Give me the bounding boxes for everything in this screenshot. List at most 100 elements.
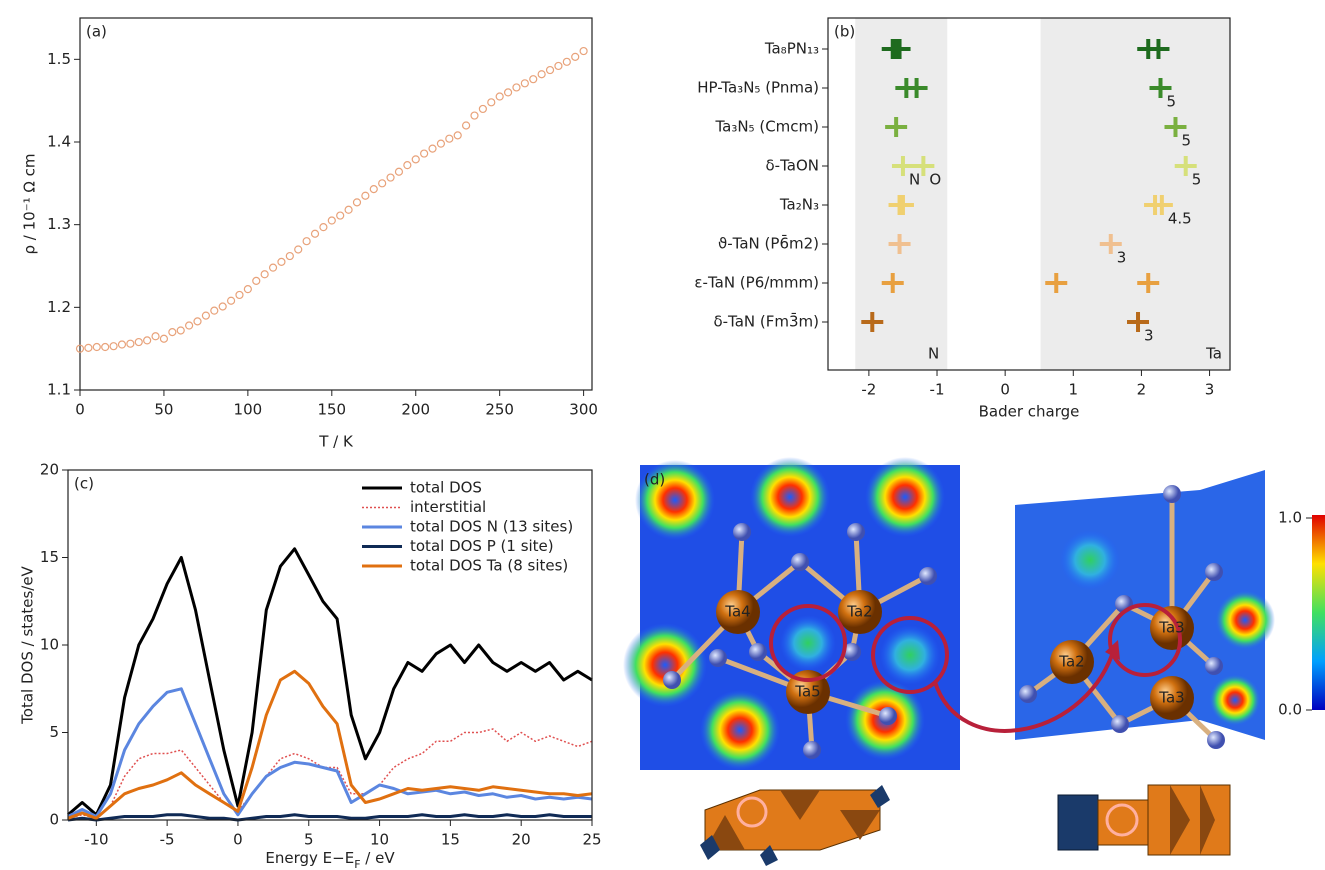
category-label: δ-TaN (Fm3̄m)	[713, 312, 819, 331]
data-point	[353, 199, 360, 206]
data-point	[505, 89, 512, 96]
atom-label: Ta4	[724, 603, 750, 621]
x-axis-label: Energy E−EF / eV	[265, 849, 395, 870]
point-label: 5	[1192, 171, 1202, 189]
colorbar-label: 1.0	[1278, 509, 1302, 527]
x-tick-label: 1	[1069, 381, 1079, 399]
data-point	[572, 53, 579, 60]
point-label: O	[929, 171, 941, 189]
data-point	[127, 340, 134, 347]
x-tick-label: 20	[512, 831, 531, 849]
data-point	[270, 264, 277, 271]
data-point	[563, 58, 570, 65]
x-tick-label: 200	[401, 401, 430, 419]
density-spot	[700, 690, 780, 770]
data-point	[186, 322, 193, 329]
x-tick-label: -2	[861, 381, 876, 399]
data-point	[421, 150, 428, 157]
x-tick-label: 0	[75, 401, 85, 419]
density-spot	[865, 457, 945, 537]
y-tick-label: 1.3	[47, 215, 71, 233]
point-label: 3	[1144, 327, 1154, 345]
plot-frame	[80, 18, 592, 390]
y-tick-label: 20	[40, 461, 59, 479]
data-point	[328, 217, 335, 224]
data-point	[345, 206, 352, 213]
data-point	[404, 162, 411, 169]
panel-label: (a)	[86, 23, 107, 41]
data-point	[555, 62, 562, 69]
x-tick-label: 300	[569, 401, 598, 419]
density-spot	[623, 623, 707, 707]
y-tick-label: 1.5	[47, 50, 71, 68]
legend-label: total DOS N (13 sites)	[410, 518, 573, 536]
data-point	[437, 140, 444, 147]
data-point	[320, 224, 327, 231]
data-point	[261, 271, 268, 278]
panel-label: (d)	[644, 471, 665, 489]
data-point	[312, 230, 319, 237]
data-point	[429, 145, 436, 152]
x-tick-label: 0	[233, 831, 243, 849]
data-point	[152, 333, 159, 340]
category-label: δ-TaON	[766, 157, 820, 175]
legend-label: total DOS P (1 site)	[410, 537, 554, 555]
x-tick-label: 10	[370, 831, 389, 849]
x-tick-label: -5	[160, 831, 175, 849]
data-point	[219, 303, 226, 310]
panel-label: (b)	[834, 23, 855, 41]
density-spot	[750, 457, 830, 537]
data-point	[236, 291, 243, 298]
y-tick-label: 1.4	[47, 133, 71, 151]
data-point	[160, 335, 167, 342]
data-point	[194, 318, 201, 325]
figure: (d)Ta4Ta2Ta5Ta3Ta2Ta31.00.0 050100150200…	[0, 0, 1325, 870]
data-point	[379, 180, 386, 187]
panel-d: (d)Ta4Ta2Ta5Ta3Ta2Ta31.00.0	[623, 457, 1325, 866]
data-point	[370, 186, 377, 193]
colorbar	[1312, 515, 1325, 710]
data-point	[454, 132, 461, 139]
x-tick-label: 25	[582, 831, 601, 849]
data-point	[278, 258, 285, 265]
data-point	[118, 341, 125, 348]
x-axis-label: T / K	[318, 433, 354, 451]
y-axis-label: Total DOS / states/eV	[19, 565, 37, 724]
data-point	[395, 168, 402, 175]
dos-line	[68, 729, 592, 818]
shaded-region	[1041, 18, 1230, 370]
density-spot	[780, 615, 836, 671]
category-label: Ta₃N₅ (Cmcm)	[714, 118, 819, 136]
data-point	[244, 286, 251, 293]
atom-label: Ta3	[1158, 689, 1184, 707]
data-point	[253, 277, 260, 284]
data-point	[144, 337, 151, 344]
x-tick-label: 100	[234, 401, 263, 419]
data-point	[211, 307, 218, 314]
data-point	[295, 246, 302, 253]
data-point	[362, 192, 369, 199]
data-point	[135, 339, 142, 346]
data-point	[303, 238, 310, 245]
data-point	[412, 156, 419, 163]
x-axis-label: Bader charge	[979, 403, 1080, 421]
polyhedra-right	[1058, 785, 1230, 855]
density-spot	[880, 625, 940, 685]
data-point	[521, 80, 528, 87]
y-tick-label: 10	[40, 636, 59, 654]
panel-label: (c)	[74, 475, 94, 493]
atom-label: Ta5	[794, 683, 820, 701]
y-tick-label: 1.1	[47, 381, 71, 399]
data-point	[228, 297, 235, 304]
data-point	[387, 174, 394, 181]
category-label: Ta₂N₃	[779, 196, 819, 214]
data-point	[538, 71, 545, 78]
colorbar-label: 0.0	[1278, 701, 1302, 719]
data-point	[547, 67, 554, 74]
x-tick-label: 50	[154, 401, 173, 419]
data-point	[177, 327, 184, 334]
category-label: ϑ-TaN (P6̄m2)	[718, 234, 819, 253]
data-point	[513, 84, 520, 91]
category-label: Ta₈PN₁₃	[764, 40, 819, 58]
x-tick-label: 3	[1205, 381, 1215, 399]
